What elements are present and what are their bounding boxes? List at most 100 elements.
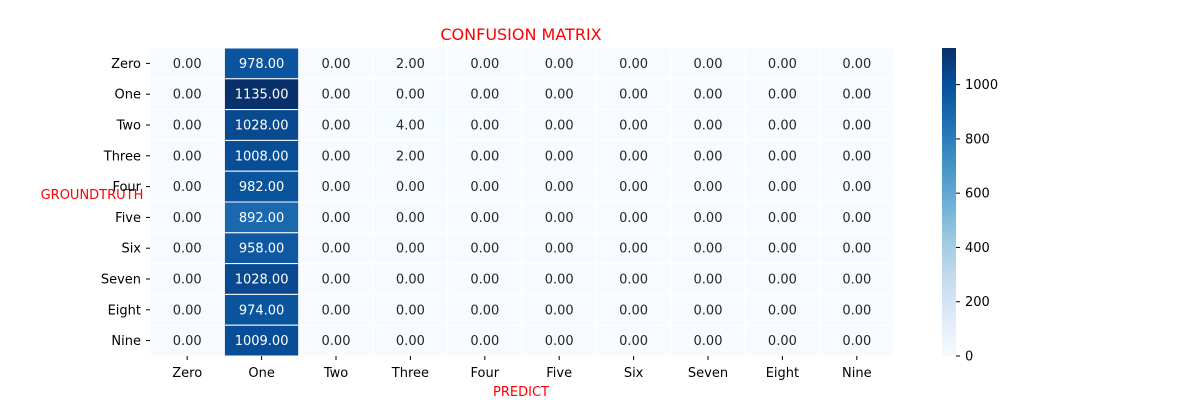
cell-annotation: 0.00 — [619, 119, 648, 134]
cell-annotation: 0.00 — [842, 303, 871, 318]
heatmap-cell — [670, 139, 746, 172]
cell-annotation: 0.00 — [470, 334, 499, 349]
x-axis-label: PREDICT — [493, 385, 549, 400]
heatmap-cell — [447, 78, 523, 111]
cell-annotation: 0.00 — [173, 88, 202, 103]
heatmap-cell — [819, 139, 895, 172]
cell-annotation: 0.00 — [768, 303, 797, 318]
cell-annotation: 0.00 — [322, 211, 351, 226]
cell-annotation: 0.00 — [619, 303, 648, 318]
heatmap-cell — [223, 232, 300, 265]
cell-annotation: 0.00 — [173, 334, 202, 349]
colorbar-gradient — [942, 48, 956, 356]
cell-annotation: 0.00 — [322, 149, 351, 164]
cell-annotation: 0.00 — [470, 273, 499, 288]
cell-annotation: 0.00 — [545, 242, 574, 257]
x-tick-label: Zero — [172, 366, 202, 381]
cell-annotation: 0.00 — [545, 273, 574, 288]
cell-annotation: 0.00 — [842, 119, 871, 134]
cell-annotation: 0.00 — [545, 211, 574, 226]
cell-annotation: 0.00 — [470, 57, 499, 72]
cell-annotation: 0.00 — [396, 88, 425, 103]
heatmap-cell — [521, 170, 597, 203]
y-tick-label: Three — [103, 149, 141, 164]
cell-annotation: 0.00 — [173, 303, 202, 318]
heatmap-cell — [595, 263, 672, 295]
cell-annotation: 0.00 — [842, 334, 871, 349]
heatmap-cell — [298, 201, 374, 234]
cell-annotation: 0.00 — [694, 211, 723, 226]
cell-annotation: 0.00 — [842, 242, 871, 257]
y-tick-label: Nine — [111, 334, 141, 349]
cell-annotation: 0.00 — [694, 303, 723, 318]
cell-annotation: 0.00 — [619, 273, 648, 288]
colorbar-tick-label: 200 — [965, 295, 990, 310]
cell-annotation: 0.00 — [396, 242, 425, 257]
cell-annotation: 0.00 — [768, 211, 797, 226]
cell-annotation: 0.00 — [694, 273, 723, 288]
cell-annotation: 0.00 — [842, 211, 871, 226]
cell-annotation: 0.00 — [694, 119, 723, 134]
cell-annotation: 1008.00 — [235, 149, 289, 164]
cell-annotation: 4.00 — [396, 119, 425, 134]
cell-annotation: 0.00 — [396, 303, 425, 318]
heatmap-cell — [372, 232, 449, 265]
y-tick-label: Six — [121, 242, 141, 257]
colorbar: 0 200 400 600 800 1000 — [942, 48, 998, 365]
heatmap-annotations: 0.00 978.00 0.00 2.00 0.00 0.00 0.00 0.00 0.00 0.… — [173, 57, 872, 349]
heatmap-cell — [819, 263, 895, 295]
cell-annotation: 0.00 — [470, 149, 499, 164]
cell-annotation: 2.00 — [396, 149, 425, 164]
x-tick-label: Six — [624, 366, 644, 381]
cell-annotation: 0.00 — [768, 180, 797, 195]
colorbar-tick-label: 600 — [965, 187, 990, 202]
cell-annotation: 0.00 — [322, 88, 351, 103]
heatmap-cell — [670, 201, 746, 234]
heatmap-cell — [595, 109, 672, 141]
colorbar-tick-label: 800 — [965, 132, 990, 147]
cell-annotation: 0.00 — [545, 303, 574, 318]
cell-annotation: 0.00 — [694, 88, 723, 103]
heatmap-cell — [223, 170, 300, 203]
cell-annotation: 0.00 — [470, 180, 499, 195]
heatmap-cell — [149, 139, 225, 172]
heatmap-cell — [372, 324, 449, 357]
heatmap-cell — [744, 139, 821, 172]
cell-annotation: 0.00 — [768, 273, 797, 288]
cell-annotation: 0.00 — [545, 88, 574, 103]
heatmap-cell — [744, 201, 821, 234]
cell-annotation: 0.00 — [470, 119, 499, 134]
cell-annotation: 0.00 — [545, 57, 574, 72]
cell-annotation: 0.00 — [322, 273, 351, 288]
cell-annotation: 0.00 — [322, 303, 351, 318]
colorbar-tick-label: 0 — [965, 350, 973, 365]
heatmap-cell — [298, 170, 374, 203]
cell-annotation: 0.00 — [619, 149, 648, 164]
cell-annotation: 0.00 — [694, 180, 723, 195]
x-tick-label: Four — [471, 366, 500, 381]
cell-annotation: 1009.00 — [235, 334, 289, 349]
heatmap-cell — [819, 293, 895, 326]
cell-annotation: 0.00 — [768, 88, 797, 103]
cell-annotation: 0.00 — [173, 119, 202, 134]
cell-annotation: 0.00 — [842, 149, 871, 164]
heatmap-cell — [447, 201, 523, 234]
cell-annotation: 2.00 — [396, 57, 425, 72]
heatmap-cell — [819, 78, 895, 111]
cell-annotation: 0.00 — [768, 334, 797, 349]
cell-annotation: 958.00 — [239, 242, 285, 257]
x-tick-label: Two — [323, 366, 348, 381]
heatmap-cell — [149, 170, 225, 203]
heatmap-cell — [223, 139, 300, 172]
heatmap-cell — [447, 109, 523, 141]
heatmap-cell — [372, 170, 449, 203]
cell-annotation: 0.00 — [619, 211, 648, 226]
cell-annotation: 0.00 — [842, 180, 871, 195]
cell-annotation: 0.00 — [396, 180, 425, 195]
cell-annotation: 0.00 — [173, 180, 202, 195]
heatmap-cell — [372, 78, 449, 111]
heatmap-cell — [298, 78, 374, 111]
cell-annotation: 0.00 — [619, 242, 648, 257]
cell-annotation: 0.00 — [396, 273, 425, 288]
heatmap-cell — [595, 232, 672, 265]
